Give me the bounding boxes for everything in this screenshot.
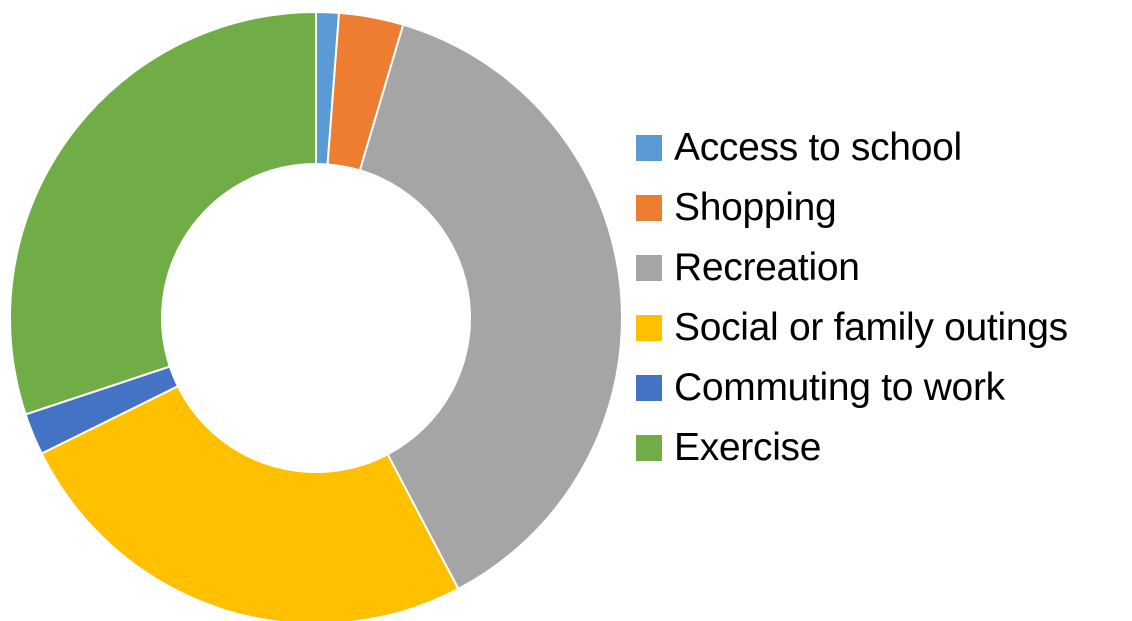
legend-label: Recreation <box>674 246 860 289</box>
legend-swatch <box>636 375 662 401</box>
donut-chart <box>9 10 623 621</box>
legend-swatch <box>636 435 662 461</box>
legend-item-commuting-to-work: Commuting to work <box>636 358 1126 418</box>
legend-label: Commuting to work <box>674 366 1005 409</box>
chart-legend: Access to school Shopping Recreation Social… <box>636 118 1126 478</box>
legend-swatch <box>636 135 662 161</box>
donut-slice-social-or-family-outings <box>40 384 460 621</box>
donut-slice-recreation <box>358 23 623 591</box>
legend-label: Exercise <box>674 426 822 469</box>
donut-slice-exercise <box>9 10 317 416</box>
legend-label: Social or family outings <box>674 306 1068 349</box>
legend-label: Shopping <box>674 186 837 229</box>
legend-item-access-to-school: Access to school <box>636 118 1126 178</box>
legend-item-exercise: Exercise <box>636 418 1126 478</box>
legend-swatch <box>636 315 662 341</box>
legend-label: Access to school <box>674 126 962 169</box>
legend-item-shopping: Shopping <box>636 178 1126 238</box>
legend-swatch <box>636 255 662 281</box>
legend-swatch <box>636 195 662 221</box>
legend-item-social-or-family-outings: Social or family outings <box>636 298 1126 358</box>
legend-item-recreation: Recreation <box>636 238 1126 298</box>
